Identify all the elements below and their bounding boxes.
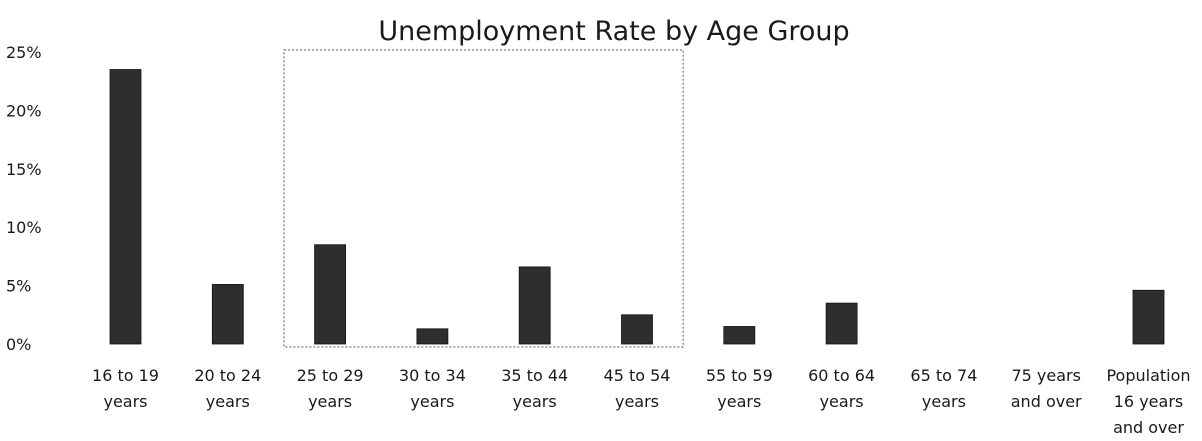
x-tick-label: 20 to 24 years [194,366,261,411]
x-tick-label: 25 to 29 years [297,366,364,411]
x-tick-label: 55 to 59 years [706,366,773,411]
bars-group [109,69,1165,345]
x-tick-label-line: years [410,392,454,411]
x-tick-label-line: 30 to 34 [399,366,466,385]
bar [1132,289,1165,345]
x-tick-label-line: 65 to 74 [910,366,977,385]
x-tick-label-line: 20 to 24 [194,366,261,385]
x-tick-label-line: and over [1011,392,1082,411]
x-tick-label-line: years [820,392,864,411]
bar [723,326,756,345]
x-tick-label-line: years [103,392,147,411]
x-tick-label-line: 35 to 44 [501,366,568,385]
x-tick-label: 35 to 44 years [501,366,568,411]
y-axis: 0% 5% 10% 15% 20% 25% [6,43,42,354]
y-tick-label: 5% [6,277,31,296]
y-tick-label: 20% [6,101,42,120]
x-tick-label-line: 16 years [1114,392,1183,411]
bar [109,69,142,345]
y-tick-label: 25% [6,43,42,62]
x-tick-label-line: and over [1113,418,1184,437]
x-tick-label-line: years [206,392,250,411]
x-tick-label: 30 to 34 years [399,366,466,411]
x-tick-label-line: 16 to 19 [92,366,159,385]
x-tick-label-line: 75 years [1011,366,1080,385]
x-tick-label: 75 years and over [1011,366,1082,411]
chart-title: Unemployment Rate by Age Group [378,16,849,47]
x-tick-label: 65 to 74 years [910,366,977,411]
x-tick-label-line: 60 to 64 [808,366,875,385]
bar [314,244,347,345]
x-tick-label-line: years [922,392,966,411]
x-tick-label: 60 to 64 years [808,366,875,411]
bar [621,314,653,345]
x-tick-label-line: years [615,392,659,411]
x-tick-label-line: years [513,392,557,411]
bar [211,284,244,345]
x-tick-label: 16 to 19 years [92,366,159,411]
x-tick-label-line: years [308,392,352,411]
x-tick-label-line: years [717,392,761,411]
x-tick-label: Population 16 years and over [1106,366,1190,437]
x-tick-label-line: 55 to 59 [706,366,773,385]
bar [416,328,449,345]
bar [825,302,858,345]
y-tick-label: 10% [6,218,42,237]
y-tick-label: 0% [6,335,31,354]
y-tick-label: 15% [6,160,42,179]
x-tick-label-line: 25 to 29 [297,366,364,385]
bar [518,266,551,345]
x-tick-label-line: 45 to 54 [604,366,671,385]
x-tick-label-line: Population [1106,366,1190,385]
x-tick-label: 45 to 54 years [604,366,671,411]
